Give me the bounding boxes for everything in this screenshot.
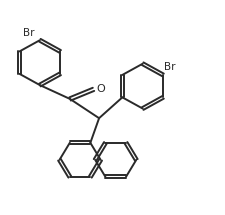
Text: Br: Br — [164, 62, 176, 72]
Text: Br: Br — [23, 28, 34, 38]
Text: O: O — [96, 84, 105, 94]
